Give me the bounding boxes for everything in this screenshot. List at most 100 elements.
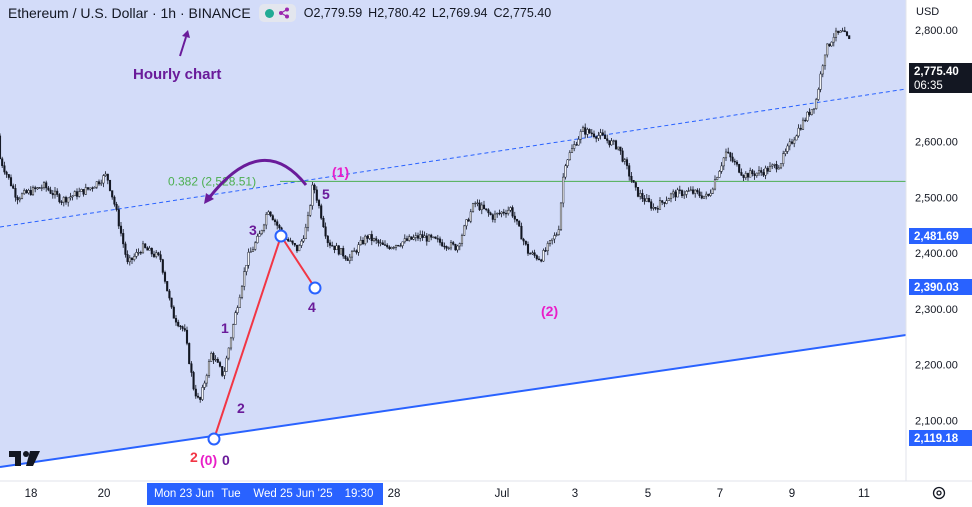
candle xyxy=(474,201,477,208)
candle-body xyxy=(339,248,343,255)
share-icon[interactable] xyxy=(278,7,290,19)
candle-body xyxy=(78,191,81,197)
candle-body xyxy=(458,243,461,247)
candle xyxy=(727,147,730,154)
candle xyxy=(414,232,417,242)
candle xyxy=(315,186,318,203)
candle-body xyxy=(119,225,123,234)
candle-body xyxy=(498,212,501,215)
candle-body xyxy=(414,235,417,238)
candle xyxy=(628,162,631,181)
candle xyxy=(245,265,248,276)
fib-level-label: 0.382 (2,528.51) xyxy=(168,174,256,188)
crosshair-date-highlight xyxy=(147,483,383,505)
candle-body xyxy=(676,189,679,198)
candle xyxy=(42,181,46,190)
candle xyxy=(416,232,420,241)
wave-label: 0 xyxy=(222,452,230,468)
candle xyxy=(777,165,780,170)
settings-gear-icon[interactable] xyxy=(931,485,947,501)
candle-body xyxy=(375,238,378,241)
candle xyxy=(287,237,290,242)
candle xyxy=(658,197,662,210)
candle-body xyxy=(771,164,774,167)
candle-body xyxy=(533,252,536,256)
candle xyxy=(408,234,411,242)
candle xyxy=(669,192,673,203)
candle xyxy=(364,234,367,246)
candle-body xyxy=(643,198,646,202)
candle xyxy=(375,236,378,245)
candle xyxy=(672,189,675,199)
candle xyxy=(36,186,39,190)
candle-body xyxy=(423,235,426,238)
candle-body xyxy=(425,235,428,242)
candle-body xyxy=(181,326,184,329)
candle xyxy=(832,33,835,47)
candle xyxy=(438,236,442,246)
candle xyxy=(313,183,316,194)
candle xyxy=(685,190,688,198)
indicator-pill[interactable] xyxy=(258,4,296,22)
candle xyxy=(636,187,640,198)
candle-body xyxy=(507,209,510,214)
candle-body xyxy=(449,242,453,249)
candle-body xyxy=(71,195,74,198)
wave-label: Hourly chart xyxy=(133,66,221,83)
candle-body xyxy=(548,240,552,244)
candle xyxy=(386,243,389,249)
candle xyxy=(625,157,629,170)
candle-body xyxy=(661,200,664,203)
candle-body xyxy=(342,248,345,257)
candle xyxy=(837,30,840,35)
candle xyxy=(749,167,752,178)
candle-body xyxy=(383,244,387,246)
candle xyxy=(168,288,171,301)
candle-body xyxy=(366,235,369,239)
candle xyxy=(518,220,521,227)
candle-body xyxy=(738,164,741,173)
tradingview-logo-icon[interactable] xyxy=(8,449,42,469)
candle-body xyxy=(1,158,4,166)
candle-body xyxy=(793,139,796,144)
candle-body xyxy=(9,177,13,187)
candle-body xyxy=(511,207,514,217)
candle xyxy=(155,250,158,259)
candle xyxy=(757,166,761,176)
candle xyxy=(654,206,657,211)
currency-label[interactable]: USD xyxy=(916,6,940,18)
candle xyxy=(135,248,138,259)
candle-body xyxy=(249,251,252,253)
candle-body xyxy=(689,189,692,191)
candle-body xyxy=(454,244,457,251)
candle-body xyxy=(841,30,844,32)
symbol-title[interactable]: Ethereum / U.S. Dollar · 1h · BINANCE xyxy=(8,5,251,21)
candle-body xyxy=(614,140,618,150)
candle-body xyxy=(599,132,602,136)
candle xyxy=(810,109,813,116)
candle-body xyxy=(845,31,849,36)
candle xyxy=(740,168,743,176)
candle-body xyxy=(388,246,391,250)
candle xyxy=(674,189,677,202)
candle xyxy=(612,139,615,145)
wave-label: 5 xyxy=(322,186,330,202)
candle xyxy=(62,196,65,207)
candle xyxy=(144,243,147,249)
y-tick-label: 2,400.00 xyxy=(915,248,958,260)
candle xyxy=(652,203,655,211)
candle xyxy=(460,233,464,247)
candle xyxy=(223,367,226,380)
candle-body xyxy=(623,159,626,162)
last-price-badge: 2,775.40 06:35 xyxy=(909,63,972,93)
candle-body xyxy=(328,242,332,246)
candle xyxy=(801,117,805,130)
candle-body xyxy=(137,252,140,254)
candle-body xyxy=(645,198,648,202)
wave-pivot-3 xyxy=(274,229,288,243)
candle xyxy=(617,146,620,151)
candle xyxy=(124,241,127,258)
candle xyxy=(764,165,767,180)
candle xyxy=(346,256,349,261)
